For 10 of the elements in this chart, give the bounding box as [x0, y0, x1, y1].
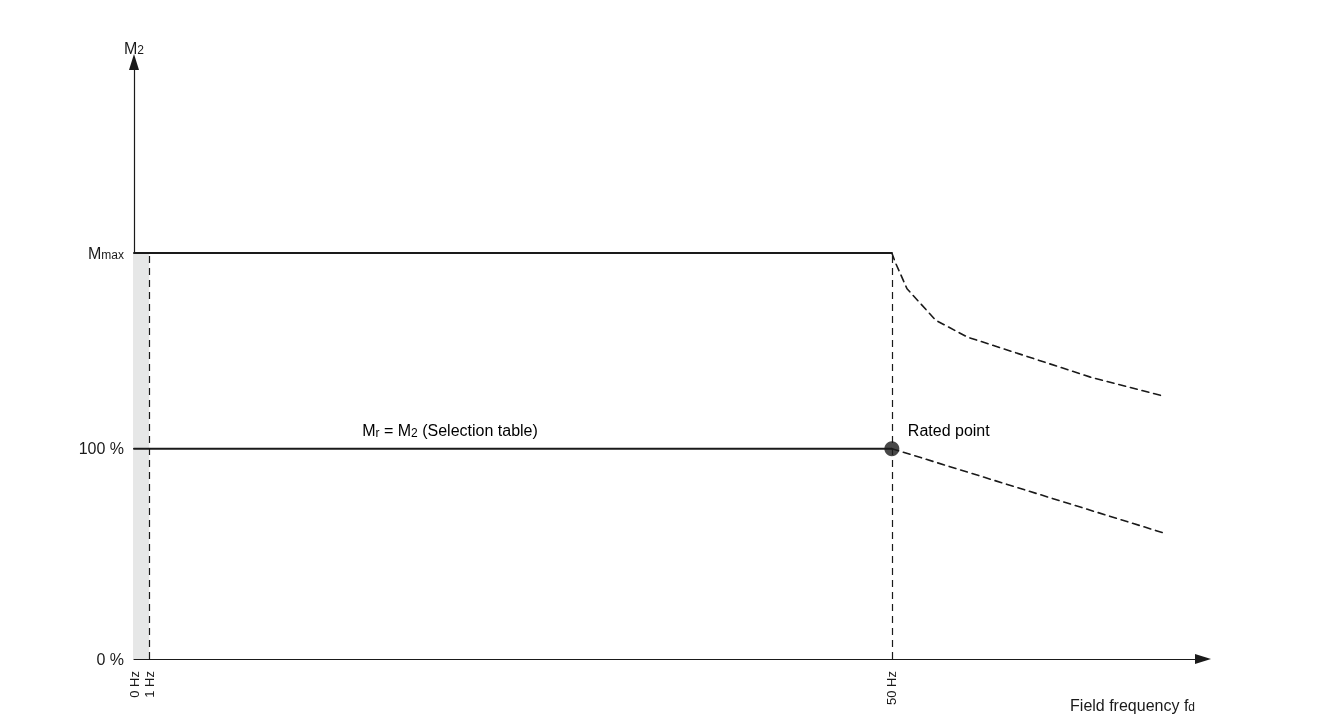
annotation: Rated point: [907, 422, 991, 440]
x-tick-label: 50 Hz: [884, 670, 900, 705]
x-tick-label: 0 Hz: [126, 671, 142, 698]
y-tick-label: Mmax: [88, 244, 124, 263]
x-tick-label: 1 Hz: [141, 671, 157, 698]
x-axis-title: Field frequency fd: [1070, 696, 1196, 714]
y-tick-label: 100 %: [78, 440, 125, 458]
annotation: Mr = M2 (Selection table): [362, 422, 538, 440]
y-axis-title: M2: [124, 39, 145, 57]
y-tick-label: 0 %: [96, 650, 125, 668]
